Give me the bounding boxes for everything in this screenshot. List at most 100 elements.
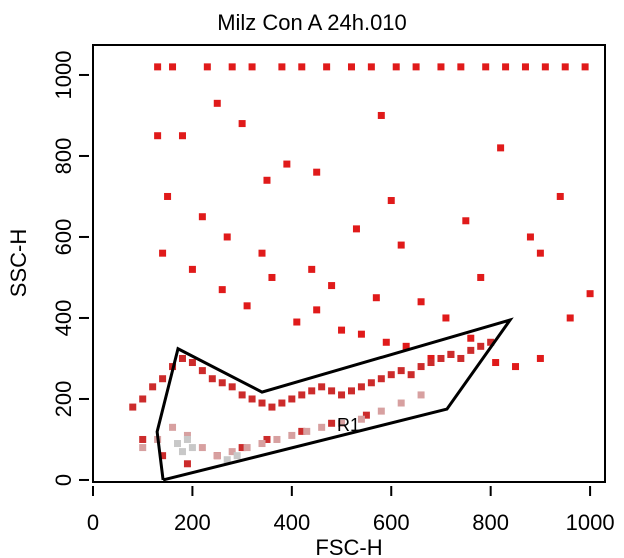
point: [347, 63, 355, 71]
point: [213, 452, 221, 460]
point: [581, 63, 589, 71]
point: [183, 435, 191, 443]
gate-r1: [155, 317, 514, 482]
x-tick-label: 1000: [566, 510, 615, 535]
point: [169, 423, 177, 431]
point: [308, 265, 316, 273]
point: [512, 363, 520, 371]
point: [397, 399, 405, 407]
point: [541, 63, 549, 71]
point: [298, 391, 306, 399]
point: [377, 111, 385, 119]
point: [502, 63, 510, 71]
point: [352, 225, 360, 233]
point: [372, 294, 380, 302]
point: [243, 444, 251, 452]
point: [328, 282, 336, 290]
point: [477, 342, 485, 350]
point: [154, 63, 162, 71]
point: [169, 63, 177, 71]
x-tick-label: 200: [174, 510, 211, 535]
point: [263, 176, 271, 184]
point: [283, 160, 291, 168]
point: [308, 387, 316, 395]
y-tick-label: 0: [51, 474, 76, 486]
point: [462, 217, 470, 225]
point: [457, 63, 465, 71]
point: [492, 359, 500, 367]
point: [258, 440, 266, 448]
point: [159, 452, 167, 460]
point: [442, 314, 450, 322]
point: [556, 192, 564, 200]
point: [497, 144, 505, 152]
point: [397, 367, 405, 375]
point: [298, 63, 306, 71]
point: [208, 375, 216, 383]
point: [198, 444, 206, 452]
point: [238, 120, 246, 128]
point: [467, 334, 475, 342]
point: [417, 363, 425, 371]
point: [288, 395, 296, 403]
point: [159, 249, 167, 257]
chart-title: Milz Con A 24h.010: [217, 10, 407, 35]
point: [477, 273, 485, 281]
point: [268, 273, 276, 281]
point: [188, 265, 196, 273]
point: [293, 318, 301, 326]
point: [536, 249, 544, 257]
point: [228, 383, 236, 391]
point: [154, 132, 162, 140]
point: [164, 192, 172, 200]
plot-frame: [92, 44, 606, 483]
point: [417, 298, 425, 306]
point: [178, 354, 186, 362]
point: [318, 423, 326, 431]
point: [223, 233, 231, 241]
point: [318, 383, 326, 391]
point: [139, 444, 147, 452]
point: [521, 63, 529, 71]
y-tick-label: 400: [51, 300, 76, 337]
point: [178, 132, 186, 140]
point: [526, 233, 534, 241]
point: [397, 241, 405, 249]
point: [467, 346, 475, 354]
point: [487, 338, 495, 346]
x-tick-label: 0: [87, 510, 99, 535]
point: [174, 440, 182, 448]
point: [367, 63, 375, 71]
point: [273, 435, 281, 443]
point: [338, 326, 346, 334]
point: [377, 407, 385, 415]
point: [338, 391, 346, 399]
point: [382, 338, 390, 346]
point: [417, 391, 425, 399]
point: [183, 460, 191, 468]
point: [218, 379, 226, 387]
point: [198, 213, 206, 221]
point: [402, 342, 410, 350]
point: [566, 314, 574, 322]
x-axis-label: FSC-H: [315, 535, 382, 558]
point: [347, 387, 355, 395]
point: [367, 379, 375, 387]
point: [183, 431, 191, 439]
point: [258, 399, 266, 407]
point: [437, 354, 445, 362]
point: [248, 395, 256, 403]
point: [288, 431, 296, 439]
point: [178, 448, 186, 456]
point: [303, 427, 311, 435]
point: [362, 411, 370, 419]
point: [377, 375, 385, 383]
point: [149, 383, 157, 391]
point: [139, 395, 147, 403]
gate-label: R1: [337, 415, 360, 435]
point: [482, 63, 490, 71]
point: [213, 99, 221, 107]
point: [387, 371, 395, 379]
point: [313, 168, 321, 176]
point: [218, 286, 226, 294]
